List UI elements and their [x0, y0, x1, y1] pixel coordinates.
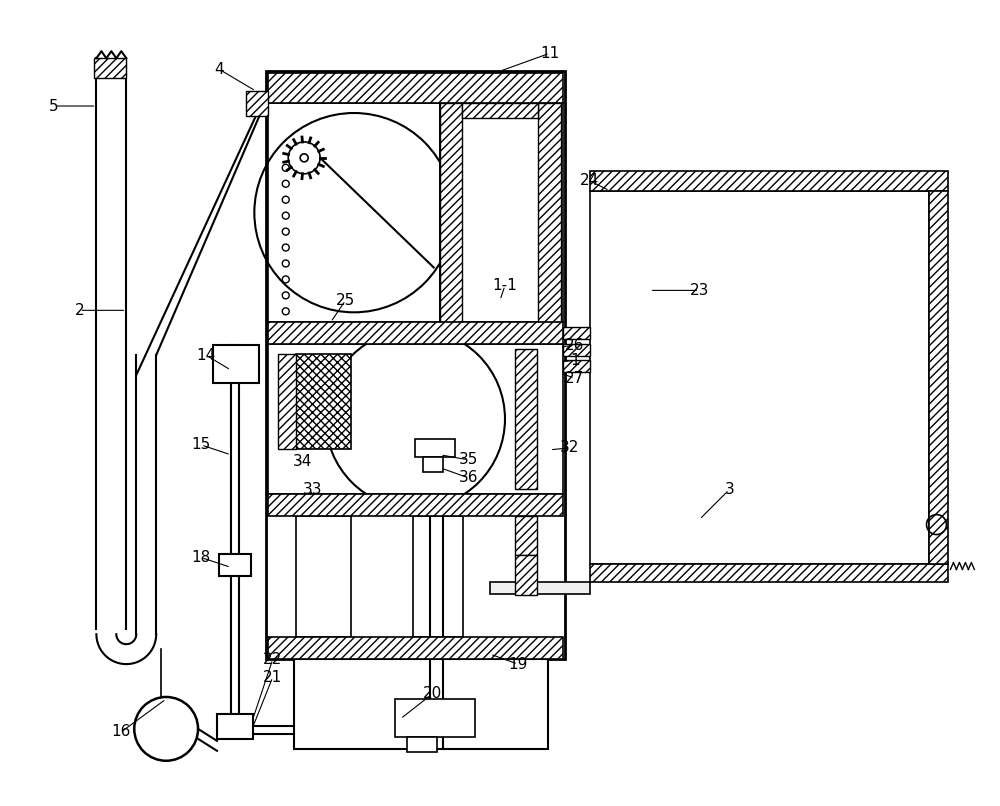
Bar	[462, 103, 538, 118]
Bar	[515, 349, 537, 488]
Text: 32: 32	[560, 440, 579, 455]
Bar	[563, 327, 590, 339]
Bar	[415, 439, 455, 457]
Text: 15: 15	[191, 438, 211, 452]
Bar	[219, 555, 251, 576]
Bar	[296, 516, 351, 638]
Bar	[590, 564, 948, 583]
Bar	[266, 71, 565, 659]
Bar	[515, 516, 537, 555]
Bar	[268, 638, 563, 659]
Bar	[268, 73, 563, 103]
Bar	[268, 638, 563, 659]
Text: 22: 22	[263, 651, 282, 667]
Bar	[538, 103, 561, 322]
Bar	[563, 360, 590, 372]
Bar	[217, 714, 253, 739]
Bar	[268, 322, 563, 344]
Bar	[94, 58, 126, 78]
Text: 21: 21	[263, 670, 282, 684]
Bar	[440, 103, 462, 322]
Text: 20: 20	[423, 687, 442, 701]
Bar	[268, 344, 563, 494]
Bar	[268, 494, 563, 516]
Bar	[440, 103, 563, 322]
Bar	[590, 171, 948, 191]
Bar	[278, 354, 296, 449]
Bar	[490, 583, 590, 594]
Text: 16: 16	[112, 725, 131, 739]
Bar	[94, 58, 126, 78]
Text: 26: 26	[565, 338, 584, 353]
Bar	[515, 555, 537, 596]
Text: 1: 1	[570, 353, 580, 368]
Bar	[929, 191, 948, 564]
Bar	[268, 103, 440, 322]
Bar	[407, 737, 437, 752]
Bar	[395, 699, 475, 737]
Text: 2: 2	[75, 303, 84, 318]
Text: 33: 33	[303, 482, 322, 497]
Text: 1-1: 1-1	[493, 278, 517, 293]
Text: 4: 4	[214, 61, 224, 77]
Bar	[296, 354, 351, 449]
Text: 23: 23	[690, 283, 709, 298]
Text: 18: 18	[191, 550, 211, 565]
Text: 3: 3	[724, 482, 734, 497]
Text: 34: 34	[293, 455, 312, 469]
Bar	[515, 516, 537, 555]
Bar	[590, 564, 948, 583]
Bar	[538, 103, 561, 322]
Bar	[268, 322, 563, 344]
Bar	[563, 344, 590, 356]
Bar	[246, 91, 268, 116]
Text: 35: 35	[458, 452, 478, 467]
Bar	[590, 171, 948, 191]
Text: 19: 19	[508, 657, 528, 671]
Bar	[423, 457, 443, 472]
Bar	[268, 494, 563, 516]
Text: 11: 11	[540, 46, 559, 60]
Text: 36: 36	[458, 470, 478, 485]
Bar	[563, 327, 590, 339]
Text: 14: 14	[196, 347, 216, 363]
Bar	[515, 349, 537, 488]
Text: 27: 27	[565, 371, 584, 385]
Bar	[296, 354, 351, 449]
Bar	[929, 191, 948, 564]
Text: 25: 25	[336, 293, 355, 308]
Bar	[440, 103, 462, 322]
Bar	[563, 360, 590, 372]
Text: 24: 24	[580, 173, 599, 189]
Bar	[563, 344, 590, 356]
Bar	[213, 345, 259, 383]
Bar	[462, 103, 538, 118]
Circle shape	[300, 154, 308, 162]
Bar	[268, 73, 563, 103]
Bar	[246, 91, 268, 116]
Bar	[294, 659, 548, 749]
Bar	[590, 191, 929, 564]
Bar	[515, 555, 537, 596]
Bar	[278, 354, 296, 449]
Text: 5: 5	[49, 98, 58, 114]
Bar	[413, 516, 463, 638]
